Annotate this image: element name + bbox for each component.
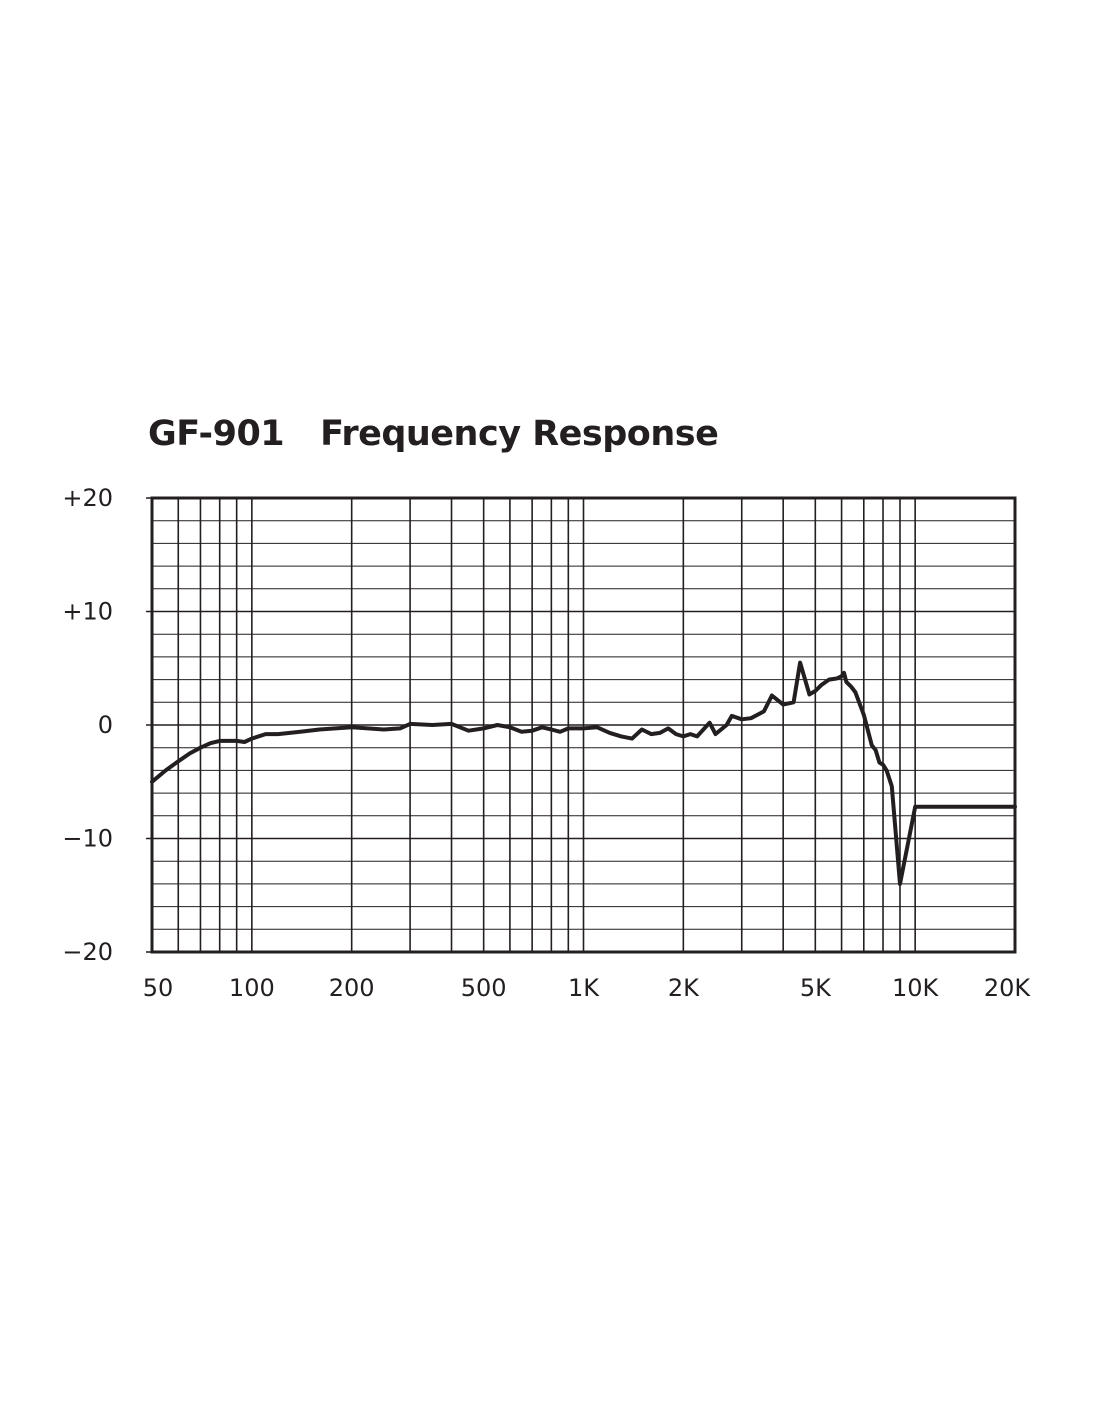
x-tick-label: 1K	[568, 974, 600, 1002]
y-tick-label: +20	[62, 484, 113, 512]
chart-title-text: Frequency Response	[320, 414, 719, 454]
x-tick-label: 5K	[800, 974, 832, 1002]
y-tick-label: −10	[62, 825, 113, 853]
y-tick-label: −20	[62, 938, 113, 966]
x-tick-label: 20K	[984, 974, 1032, 1002]
x-tick-label: 100	[229, 974, 275, 1002]
y-tick-label: +10	[62, 598, 113, 626]
plot-frame	[150, 496, 1017, 954]
chart-title-model: GF-901	[148, 414, 285, 454]
y-tick-label: 0	[98, 711, 113, 739]
series-line-frequency-response	[150, 660, 1017, 886]
x-tick-label: 50	[143, 974, 174, 1002]
x-tick-label: 500	[461, 974, 507, 1002]
y-axis-tick-labels: +20 +10 0 −10 −20	[62, 484, 113, 966]
x-tick-label: 200	[329, 974, 375, 1002]
x-tick-label: 10K	[892, 974, 940, 1002]
x-tick-label: 2K	[668, 974, 700, 1002]
x-axis-tick-labels: 50 100 200 500 1K 2K 5K 10K 20K	[143, 974, 1032, 1002]
chart-title: GF-901 Frequency Response	[148, 414, 719, 454]
